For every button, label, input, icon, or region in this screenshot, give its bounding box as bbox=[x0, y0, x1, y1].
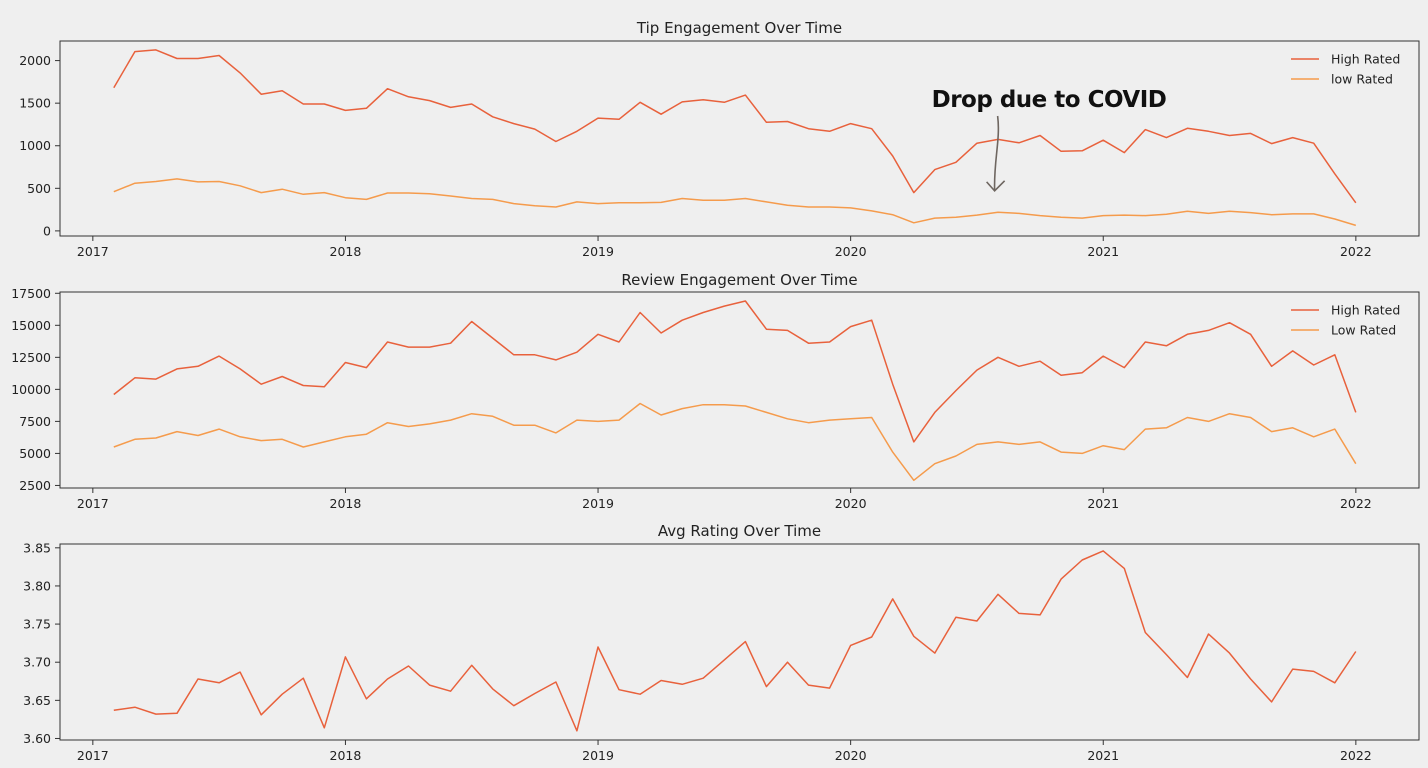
x-tick-label: 2018 bbox=[330, 496, 362, 511]
y-tick-label: 10000 bbox=[11, 382, 51, 397]
y-tick-label: 15000 bbox=[11, 318, 51, 333]
review-engagement-legend: High Rated Low Rated bbox=[1291, 303, 1400, 338]
y-tick-label: 12500 bbox=[11, 350, 51, 365]
y-tick-label: 3.70 bbox=[23, 655, 51, 670]
x-tick-label: 2022 bbox=[1340, 496, 1372, 511]
series-line-high-rated bbox=[113, 49, 1357, 204]
x-tick-label: 2017 bbox=[77, 496, 109, 511]
x-tick-label: 2019 bbox=[582, 496, 614, 511]
x-tick-label: 2022 bbox=[1340, 244, 1372, 259]
y-tick-label: 3.80 bbox=[23, 578, 51, 593]
x-tick-label: 2018 bbox=[330, 244, 362, 259]
tip-engagement-legend: High Rated low Rated bbox=[1291, 52, 1400, 87]
y-tick-label: 3.65 bbox=[23, 693, 51, 708]
y-tick-label: 3.60 bbox=[23, 731, 51, 746]
avg-rating-title: Avg Rating Over Time bbox=[658, 522, 821, 540]
y-tick-label: 5000 bbox=[19, 446, 51, 461]
review-engagement-axes-frame bbox=[59, 291, 1420, 489]
y-tick-label: 17500 bbox=[11, 286, 51, 301]
x-tick-label: 2018 bbox=[330, 748, 362, 763]
tip-engagement-title: Tip Engagement Over Time bbox=[636, 19, 842, 37]
legend-label: low Rated bbox=[1331, 72, 1393, 87]
x-tick-label: 2019 bbox=[582, 748, 614, 763]
y-tick-label: 1000 bbox=[19, 138, 51, 153]
y-tick-label: 2000 bbox=[19, 53, 51, 68]
x-tick-label: 2020 bbox=[835, 244, 867, 259]
x-tick-label: 2020 bbox=[835, 496, 867, 511]
series-line-low-rated bbox=[113, 402, 1357, 482]
series-line-avg-rating bbox=[113, 550, 1357, 732]
y-tick-label: 3.85 bbox=[23, 540, 51, 555]
series-line-high-rated bbox=[113, 300, 1357, 443]
x-tick-label: 2021 bbox=[1087, 496, 1119, 511]
tip-engagement-panel: Tip Engagement Over Time 2017 2018 2019 2020… bbox=[19, 19, 1420, 259]
y-tick-label: 0 bbox=[43, 223, 51, 238]
avg-rating-panel: Avg Rating Over Time 2017 2018 2019 2020 2021… bbox=[23, 522, 1420, 763]
legend-label: High Rated bbox=[1331, 303, 1400, 318]
review-engagement-title: Review Engagement Over Time bbox=[621, 271, 857, 289]
covid-annotation-text: Drop due to COVID bbox=[932, 87, 1167, 113]
x-tick-label: 2017 bbox=[77, 748, 109, 763]
review-engagement-panel: Review Engagement Over Time 2017 2018 2019 2… bbox=[11, 271, 1420, 511]
x-tick-label: 2017 bbox=[77, 244, 109, 259]
annotation-arrowhead bbox=[986, 180, 1006, 193]
x-tick-label: 2022 bbox=[1340, 748, 1372, 763]
avg-rating-axes-frame bbox=[59, 543, 1420, 741]
y-tick-label: 500 bbox=[27, 181, 51, 196]
x-tick-label: 2019 bbox=[582, 244, 614, 259]
legend-label: Low Rated bbox=[1331, 323, 1396, 338]
y-tick-label: 1500 bbox=[19, 96, 51, 111]
x-tick-label: 2021 bbox=[1087, 244, 1119, 259]
y-tick-label: 3.75 bbox=[23, 617, 51, 632]
annotation-arrow bbox=[993, 115, 1000, 191]
tip-engagement-axes-frame bbox=[59, 40, 1420, 237]
y-tick-label: 2500 bbox=[19, 478, 51, 493]
x-tick-label: 2020 bbox=[835, 748, 867, 763]
y-tick-label: 7500 bbox=[19, 414, 51, 429]
legend-label: High Rated bbox=[1331, 52, 1400, 67]
series-line-low-rated bbox=[113, 178, 1357, 227]
x-tick-label: 2021 bbox=[1087, 748, 1119, 763]
